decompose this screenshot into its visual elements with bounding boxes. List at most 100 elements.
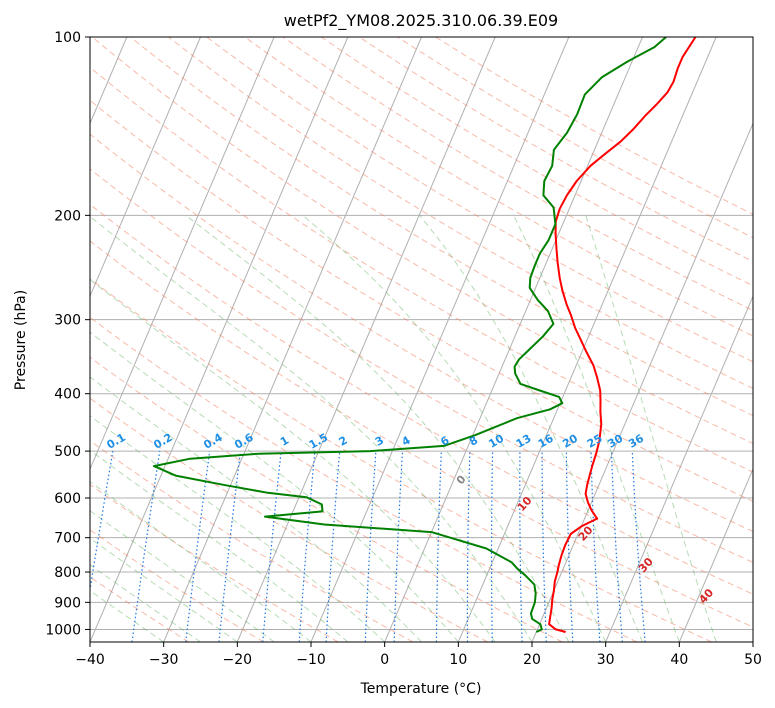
dry-adiabat-line — [90, 278, 712, 642]
mixing-ratio-line — [131, 451, 161, 642]
x-axis-label: Temperature (°C) — [360, 681, 482, 697]
y-tick-label: 600 — [54, 491, 81, 507]
temperature-profile-line — [548, 37, 697, 633]
mixing-ratio-label: 16 — [536, 432, 556, 451]
x-tick-label: −20 — [223, 652, 253, 668]
mixing-ratio-label: 25 — [585, 432, 605, 451]
mixing-ratio-label: 30 — [605, 432, 625, 451]
dry-adiabat-line — [90, 356, 563, 642]
dry-adiabat-line — [90, 203, 753, 595]
moist-adiabat-line — [90, 331, 459, 642]
moist-adiabat-line — [90, 449, 349, 642]
isotherm-label: 10 — [515, 494, 535, 514]
x-tick-label: −30 — [149, 652, 179, 668]
moist-adiabat-line — [90, 279, 496, 642]
dry-adiabat-line — [90, 483, 339, 642]
x-tick-label: 20 — [523, 652, 541, 668]
moist-adiabat-line — [513, 215, 680, 642]
moist-adiabat-line — [90, 481, 312, 642]
dry-adiabat-line — [90, 99, 753, 502]
mixing-ratio-line — [435, 451, 442, 642]
dewpoint-profile-line — [152, 37, 667, 633]
dry-adiabat-line — [91, 37, 753, 445]
chart-title: wetPf2_YM08.2025.310.06.39.E09 — [284, 11, 558, 31]
dry-adiabat-line — [435, 37, 753, 215]
mixing-ratio-line — [519, 451, 523, 642]
y-tick-label: 900 — [54, 595, 81, 611]
mixing-ratio-line — [218, 451, 242, 642]
x-tick-label: 0 — [380, 652, 389, 668]
plot-frame — [89, 36, 754, 643]
isotherm-line — [90, 37, 201, 298]
isotherm-label: 0 — [454, 472, 469, 487]
mixing-ratio-label: 4 — [400, 434, 413, 449]
dry-adiabat-line — [90, 133, 753, 533]
moist-adiabat-line — [90, 376, 422, 642]
x-tick-label: 10 — [449, 652, 467, 668]
axes: −40 −30 −20 −10 0 10 20 30 40 5010020030040050060… — [45, 30, 762, 668]
y-tick-label: 800 — [54, 565, 81, 581]
isotherm-line — [90, 37, 275, 471]
moist-adiabat-line — [90, 215, 533, 642]
isotherm-line — [384, 37, 643, 642]
mixing-ratio-line — [565, 451, 574, 642]
dry-adiabat-line — [90, 397, 488, 642]
dry-adiabat-line — [90, 529, 264, 642]
y-axis-label: Pressure (hPa) — [13, 290, 29, 390]
y-tick-label: 400 — [54, 387, 81, 403]
moist-adiabat-line — [90, 537, 238, 642]
moist-adiabat-line — [90, 510, 275, 642]
isotherm-line — [236, 37, 496, 642]
mixing-ratio-label: 10 — [486, 432, 506, 451]
line-labels: -100-90-80-70-60-50-40-30-20-100.10.20.4… — [0, 398, 717, 607]
dry-adiabat-line — [90, 240, 753, 628]
dry-adiabat-line — [282, 37, 753, 312]
y-tick-label: 200 — [54, 208, 81, 224]
y-tick-label: 500 — [54, 444, 81, 460]
y-tick-label: 100 — [54, 30, 81, 46]
mixing-ratio-label: 0.2 — [151, 431, 174, 452]
dry-adiabat-line — [90, 440, 414, 642]
x-tick-label: 30 — [597, 652, 615, 668]
y-tick-label: 1000 — [45, 622, 81, 638]
dry-adiabat-line — [359, 37, 753, 263]
x-tick-label: 40 — [670, 652, 688, 668]
moist-adiabat-line — [90, 415, 386, 642]
background-lines — [90, 37, 753, 642]
mixing-ratio-label: 0.1 — [105, 431, 128, 452]
dry-adiabat-line — [90, 316, 638, 642]
moist-adiabat-line — [585, 215, 717, 642]
isotherm-line — [678, 467, 753, 642]
y-tick-label: 700 — [54, 531, 81, 547]
moist-adiabat-line — [419, 214, 643, 642]
x-tick-label: −10 — [296, 652, 326, 668]
x-tick-label: −40 — [75, 652, 105, 668]
isotherm-label: 20 — [576, 523, 596, 543]
moist-adiabat-line — [302, 214, 607, 642]
mixing-ratio-label: 20 — [560, 432, 580, 451]
isotherm-line — [163, 37, 422, 642]
mixing-ratio-line — [490, 451, 494, 642]
moist-adiabat-line — [90, 589, 164, 642]
mixing-ratio-label: 1 — [278, 434, 291, 449]
isotherm-line — [90, 37, 349, 642]
mixing-ratio-line — [298, 451, 316, 642]
mixing-ratio-label: 13 — [514, 432, 534, 451]
y-tick-label: 300 — [54, 313, 81, 329]
dry-adiabat-line — [168, 37, 753, 389]
mixing-ratio-label: 8 — [467, 434, 480, 449]
isotherm-line — [752, 640, 753, 642]
x-tick-label: 50 — [744, 652, 762, 668]
dry-adiabat-label: -10 — [0, 398, 2, 422]
mixing-ratio-label: 3 — [373, 434, 386, 449]
dry-adiabat-line — [90, 168, 753, 563]
moist-adiabat-line — [185, 214, 570, 642]
dry-adiabat-line — [244, 37, 753, 337]
mixing-ratio-line — [90, 450, 114, 594]
isotherm-line — [531, 122, 753, 642]
data-series — [152, 37, 697, 633]
mixing-ratio-label: 1.5 — [307, 431, 330, 452]
moist-adiabat-line — [90, 564, 201, 642]
isotherm-line — [605, 295, 753, 642]
